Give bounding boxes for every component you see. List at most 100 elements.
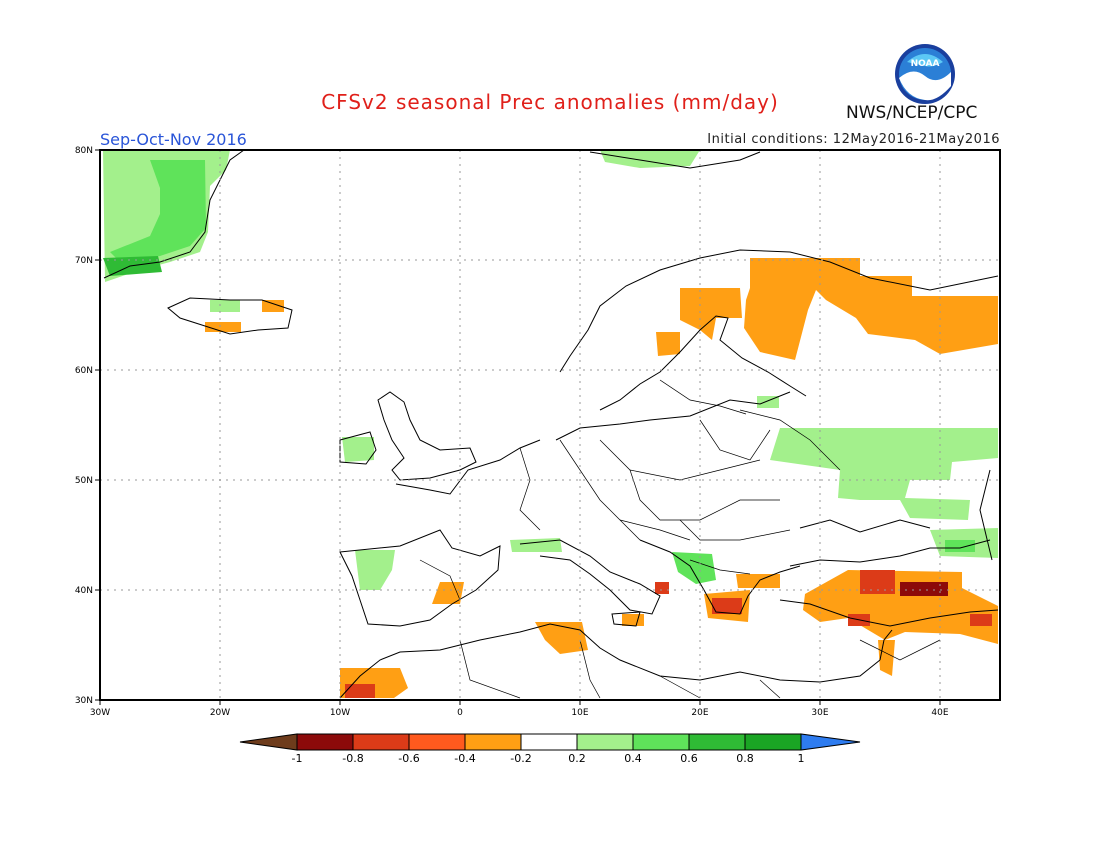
map-title: CFSv2 seasonal Prec anomalies (mm/day): [321, 90, 779, 114]
lon-label: 30W: [90, 708, 110, 718]
svalbard-wet-patch: [600, 150, 700, 168]
spain-dry-patch: [432, 582, 464, 604]
sweden-dry-patch: [656, 332, 680, 356]
france-wet-patch: [510, 538, 562, 552]
colorbar-tick-label: 0.6: [680, 752, 698, 765]
agency-label: NWS/NCEP/CPC: [846, 103, 978, 123]
iceland-wet-patch: [210, 300, 240, 312]
colorbar-tick-label: -0.6: [398, 752, 419, 765]
italy-red-patch: [655, 582, 669, 594]
iceland-dry-patch-2: [205, 322, 241, 332]
levant-coast: [879, 629, 893, 661]
colorbar-cell: [408, 733, 466, 751]
lat-label: 80N: [75, 146, 93, 156]
baltic-coast: [555, 391, 791, 441]
lon-label: 10E: [571, 708, 588, 718]
iceland-dry-patch: [262, 300, 284, 312]
turkey-coast: [779, 599, 999, 627]
ireland-wet-patch: [342, 437, 374, 462]
colorbar-cell: [688, 733, 746, 751]
colorbar-tick-label: 0.8: [736, 752, 754, 765]
greenland-coast: [103, 149, 245, 279]
map-frame: [99, 149, 1001, 701]
greenland-wet-patch: [103, 150, 230, 282]
colorbar-high-arrow: [800, 733, 861, 751]
east-europe-wet-patch: [770, 428, 998, 520]
caucasus-wet-core: [945, 540, 975, 552]
lat-label: 70N: [75, 256, 93, 266]
colorbar-tick-label: 0.2: [568, 752, 586, 765]
colorbar-cell: [632, 733, 690, 751]
colorbar-cell: [352, 733, 410, 751]
lat-label: 60N: [75, 366, 93, 376]
graticule: [100, 150, 1000, 700]
italy-dry-patch: [622, 614, 644, 626]
greece-red-patch: [712, 598, 742, 614]
season-label: Sep-Oct-Nov 2016: [100, 130, 247, 149]
iberia-coast: [339, 529, 501, 627]
lat-label: 50N: [75, 476, 93, 486]
east-red-patch: [970, 614, 992, 626]
britain-coast: [377, 391, 477, 481]
colorbar-tick-label: -0.4: [454, 752, 475, 765]
greenland-wet-core: [110, 160, 206, 262]
lon-label: 10W: [330, 708, 350, 718]
turkey-red-patch-2: [848, 614, 870, 626]
tunisia-dry-patch: [535, 622, 588, 654]
latitude-labels: 80N 70N 60N 50N 40N 30N: [75, 146, 100, 706]
balkans-wet-patch: [672, 552, 716, 584]
ireland-coast: [339, 431, 377, 465]
anomaly-patches: [103, 150, 998, 698]
north-russia-dry-patch: [744, 258, 998, 360]
turkey-dry-patch: [803, 570, 998, 644]
baltic-wet-patch: [757, 396, 779, 408]
turkey-dark-red-patch: [900, 582, 948, 596]
colorbar-cell: [296, 733, 354, 751]
svalbard-coast: [589, 151, 761, 169]
black-sea-coast: [789, 519, 991, 567]
lon-label: 20E: [691, 708, 708, 718]
noaa-logo: NOAA: [893, 42, 957, 110]
initial-conditions-label: Initial conditions: 12May2016-21May2016: [707, 132, 1000, 147]
lon-label: 0: [457, 708, 463, 718]
iberia-wet-patch: [355, 550, 395, 590]
colorbar: [239, 733, 861, 751]
lon-label: 20W: [210, 708, 230, 718]
coastlines: [103, 149, 999, 699]
longitude-labels: 30W 20W 10W 0 10E 20E 30E 40E: [90, 700, 949, 718]
morocco-dry-patch: [340, 668, 408, 698]
lon-label: 40E: [931, 708, 948, 718]
turkey-red-patch: [860, 570, 895, 594]
greenland-wet-south: [103, 256, 162, 276]
colorbar-cell: [464, 733, 522, 751]
finland-dry-patch: [680, 288, 742, 340]
levant-dry-patch: [878, 640, 895, 676]
colorbar-tick-label: 1: [798, 752, 805, 765]
balkans-coast: [639, 539, 801, 615]
colorbar-cell: [744, 733, 802, 751]
country-borders: [419, 379, 941, 699]
north-africa-coast: [339, 623, 881, 699]
morocco-red-patch: [345, 684, 375, 698]
logo-text: NOAA: [911, 59, 940, 69]
greece-dry-patch: [704, 590, 750, 622]
colorbar-tick-label: 0.4: [624, 752, 642, 765]
sweden-finland-coast: [599, 315, 807, 411]
france-coast: [395, 439, 541, 495]
colorbar-cell: [576, 733, 634, 751]
colorbar-tick-label: -0.8: [342, 752, 363, 765]
norway-coast: [559, 249, 999, 373]
sicily-coast: [611, 611, 641, 627]
colorbar-low-arrow: [239, 733, 298, 751]
colorbar-tick-label: -1: [292, 752, 303, 765]
aegean-dry-patch: [736, 574, 780, 588]
lat-label: 40N: [75, 586, 93, 596]
italy-coast: [519, 539, 661, 615]
colorbar-cell: [520, 733, 578, 751]
lat-label: 30N: [75, 696, 93, 706]
caucasus-wet-patch: [930, 528, 998, 558]
iceland-coast: [167, 297, 293, 335]
caspian-coast: [979, 469, 993, 561]
lon-label: 30E: [811, 708, 828, 718]
